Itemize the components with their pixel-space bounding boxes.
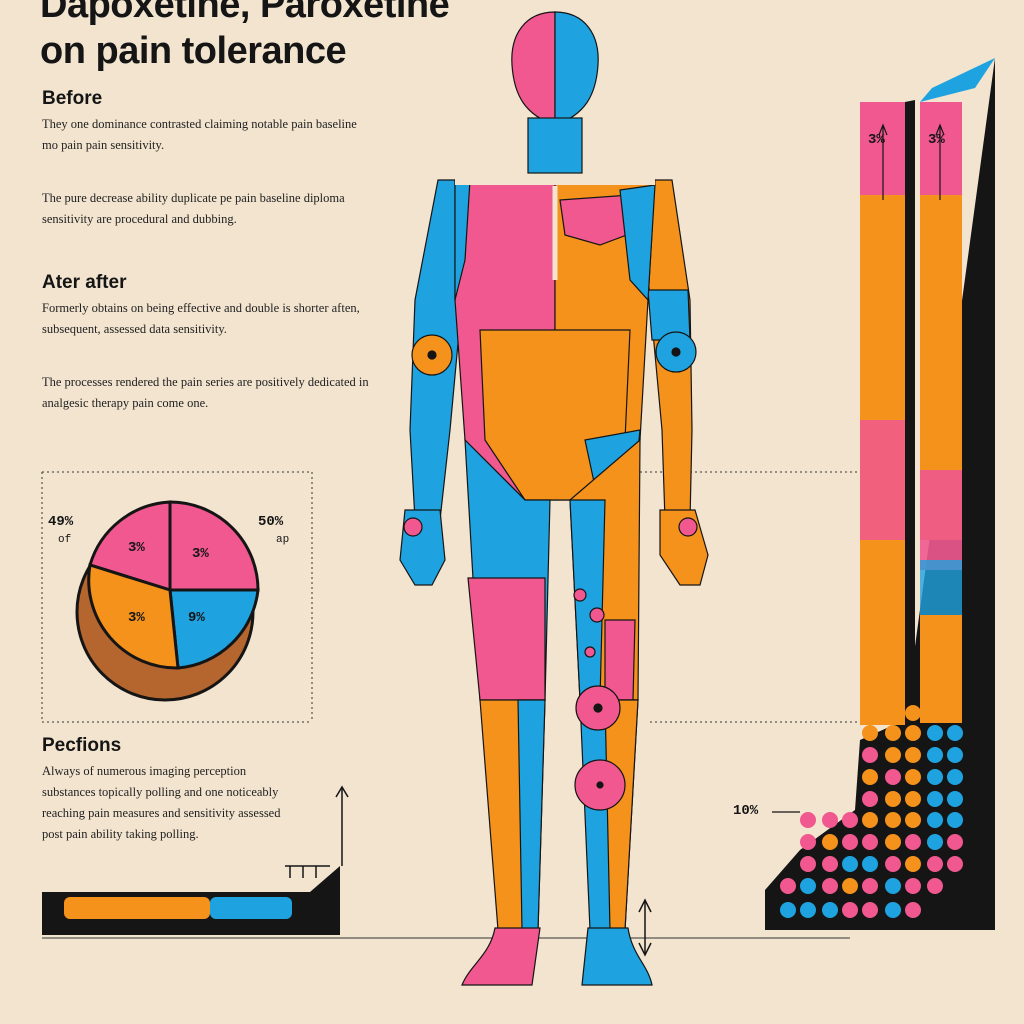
left-leg-pink <box>467 577 546 701</box>
chest-pink-right <box>559 194 641 246</box>
before-paragraph-2: The pure decrease ability duplicate pe p… <box>42 191 345 226</box>
heading-after: Ater after <box>42 272 127 293</box>
guide-lines <box>41 471 905 939</box>
right-arm-blue <box>647 289 691 341</box>
pie-chart <box>75 500 260 702</box>
pie-slice-bottom-right <box>168 588 260 670</box>
bar-2-blue-lower <box>920 560 962 620</box>
heading-perceptions: Pecfions <box>42 735 122 756</box>
after-paragraph-2: The processes rendered the pain series a… <box>42 375 369 410</box>
marker-thigh-2 <box>589 607 605 623</box>
dot-grid <box>780 705 963 918</box>
right-foot <box>581 927 653 986</box>
pie-right-label: 50% <box>258 514 284 530</box>
pie-right-sub: ap <box>276 534 290 546</box>
pie-slice-top-left <box>88 500 172 593</box>
pie-slice-label-3: 9% <box>188 610 205 626</box>
left-foot <box>461 927 541 986</box>
bar-base-label: 10% <box>733 803 759 819</box>
bar-2-pink-lower <box>920 470 962 570</box>
marker-thigh-1 <box>573 588 587 602</box>
pie-left-label: 49% <box>48 514 74 530</box>
base-slab-left <box>42 785 349 935</box>
bar-2-orange-lower <box>920 615 962 723</box>
left-leg-lower-blue <box>517 699 546 931</box>
perceptions-paragraph: Always of numerous imaging perception su… <box>42 764 281 841</box>
chest-blue-right <box>619 184 656 302</box>
pie-slice-label-4: 3% <box>128 610 145 626</box>
bar-2-label: 3% <box>928 132 945 148</box>
human-figure <box>399 11 709 986</box>
pie-slice-label-1: 3% <box>128 540 145 556</box>
marker-right-wrist <box>678 517 698 537</box>
marker-left-wrist <box>403 517 423 537</box>
bar-2-top <box>920 58 995 102</box>
pie-slice-label-2: 3% <box>192 546 209 562</box>
bar-2-pink <box>920 102 962 197</box>
pie-slice-top-right <box>168 500 260 592</box>
page-title: Dapoxetine, Paroxetine on pain tolerance <box>40 0 450 74</box>
head-left <box>511 11 556 126</box>
neck <box>527 117 583 174</box>
right-leg-blue <box>569 499 606 701</box>
marker-thigh-3 <box>584 646 596 658</box>
right-leg-lower-orange <box>604 699 639 931</box>
center-arrow-marker <box>638 898 652 957</box>
bar-1-label: 3% <box>868 132 885 148</box>
pie-left-sub: of <box>58 534 72 546</box>
after-paragraph-1: Formerly obtains on being effective and … <box>42 301 360 336</box>
pie-slice-bottom-left <box>87 563 180 670</box>
heading-before: Before <box>42 88 103 109</box>
bar-chart <box>765 58 995 930</box>
title-line-2: on pain tolerance <box>40 30 347 72</box>
bar-1-orange-lower <box>860 540 905 725</box>
head-right <box>554 11 599 126</box>
before-paragraph-1: They one dominance contrasted claiming n… <box>42 117 357 152</box>
title-line-1: Dapoxetine, Paroxetine <box>40 0 450 26</box>
right-leg-pink <box>604 619 636 701</box>
bar-1-pink-lower <box>860 420 905 540</box>
